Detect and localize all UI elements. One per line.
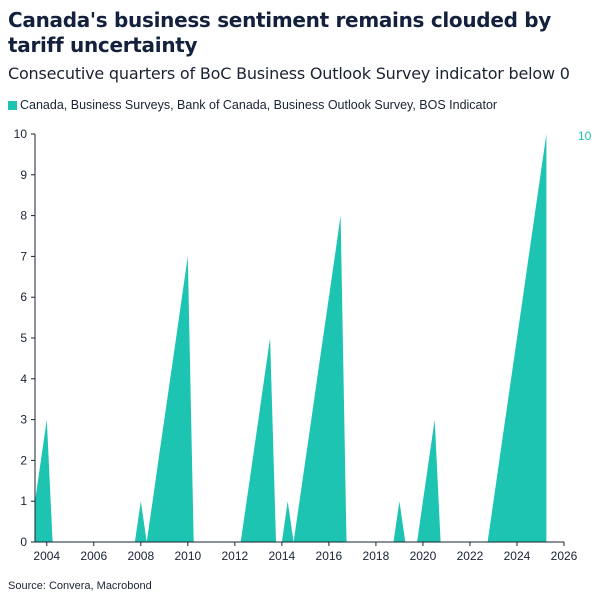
y-tick-label: 10 [14, 127, 28, 141]
chart-subtitle: Consecutive quarters of BoC Business Out… [8, 64, 570, 83]
y-tick-label: 0 [20, 535, 27, 549]
x-tick-label: 2012 [221, 549, 248, 563]
y-tick-label: 6 [20, 290, 27, 304]
y-tick-label: 8 [20, 209, 27, 223]
x-tick-label: 2018 [363, 549, 390, 563]
legend-label: Canada, Business Surveys, Bank of Canada… [20, 98, 498, 112]
chart-title: Canada's business sentiment remains clou… [8, 8, 552, 57]
source-note: Source: Convera, Macrobond [8, 580, 152, 592]
area-segment-3 [146, 256, 194, 542]
x-tick-label: 2004 [33, 549, 60, 563]
y-tick-label: 1 [20, 494, 27, 508]
end-value-label: 10 [578, 129, 592, 143]
y-tick-label: 9 [20, 168, 27, 182]
area-segment-7 [393, 501, 406, 542]
x-tick-label: 2020 [410, 549, 437, 563]
x-tick-label: 2026 [551, 549, 578, 563]
y-tick-label: 3 [20, 413, 27, 427]
y-tick-label: 2 [20, 453, 27, 467]
area-segment-5 [281, 501, 294, 542]
x-tick-label: 2024 [504, 549, 531, 563]
x-tick-label: 2006 [80, 549, 107, 563]
y-tick-label: 5 [20, 331, 27, 345]
area-segment-2 [134, 501, 147, 542]
area-segment-8 [417, 419, 441, 542]
x-tick-label: 2022 [457, 549, 484, 563]
x-tick-label: 2010 [174, 549, 201, 563]
legend: Canada, Business Surveys, Bank of Canada… [8, 98, 497, 112]
x-tick-label: 2016 [316, 549, 343, 563]
legend-swatch [8, 100, 17, 110]
area-segment-6 [293, 215, 347, 542]
y-tick-label: 4 [20, 372, 27, 386]
x-tick-label: 2008 [127, 549, 154, 563]
y-tick-label: 7 [20, 249, 27, 263]
area-segment-9 [487, 134, 547, 542]
x-tick-label: 2014 [269, 549, 296, 563]
area-segment-4 [240, 338, 276, 542]
area-segment-1 [35, 419, 53, 542]
